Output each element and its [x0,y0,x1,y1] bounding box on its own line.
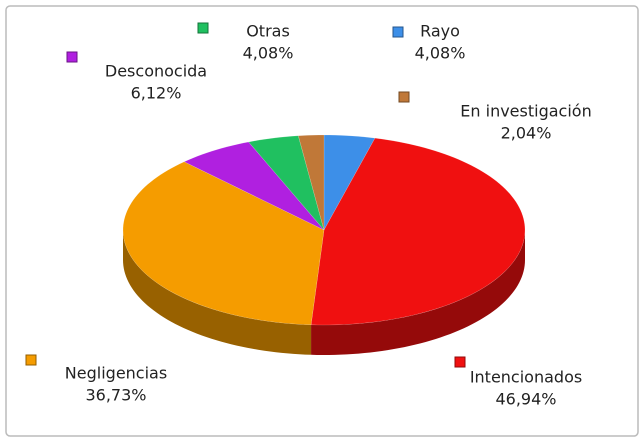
value-label: 2,04% [501,124,552,143]
value-label: 6,12% [131,84,182,103]
pie-slice [323,134,376,231]
value-label: 4,08% [415,44,466,63]
legend-marker [197,22,209,34]
category-label: En investigación [460,102,591,121]
pie-slice [310,137,526,326]
pie-slice [183,141,325,231]
pie-slice [122,161,325,326]
legend-marker [454,356,466,368]
pie-side [311,230,525,355]
value-label: 4,08% [243,44,294,63]
legend-marker [66,51,78,63]
category-label: Otras [246,22,290,41]
value-label: 46,94% [495,390,556,409]
category-label: Desconocida [105,62,207,81]
category-label: Negligencias [65,364,167,383]
pie-slice [297,134,325,231]
value-label: 36,73% [85,386,146,405]
legend-marker [25,354,37,366]
pie-slice [248,135,325,231]
legend-marker [398,91,410,103]
pie-side [123,230,312,355]
category-label: Intencionados [470,368,582,387]
category-label: Rayo [420,22,460,41]
legend-marker [392,26,404,38]
